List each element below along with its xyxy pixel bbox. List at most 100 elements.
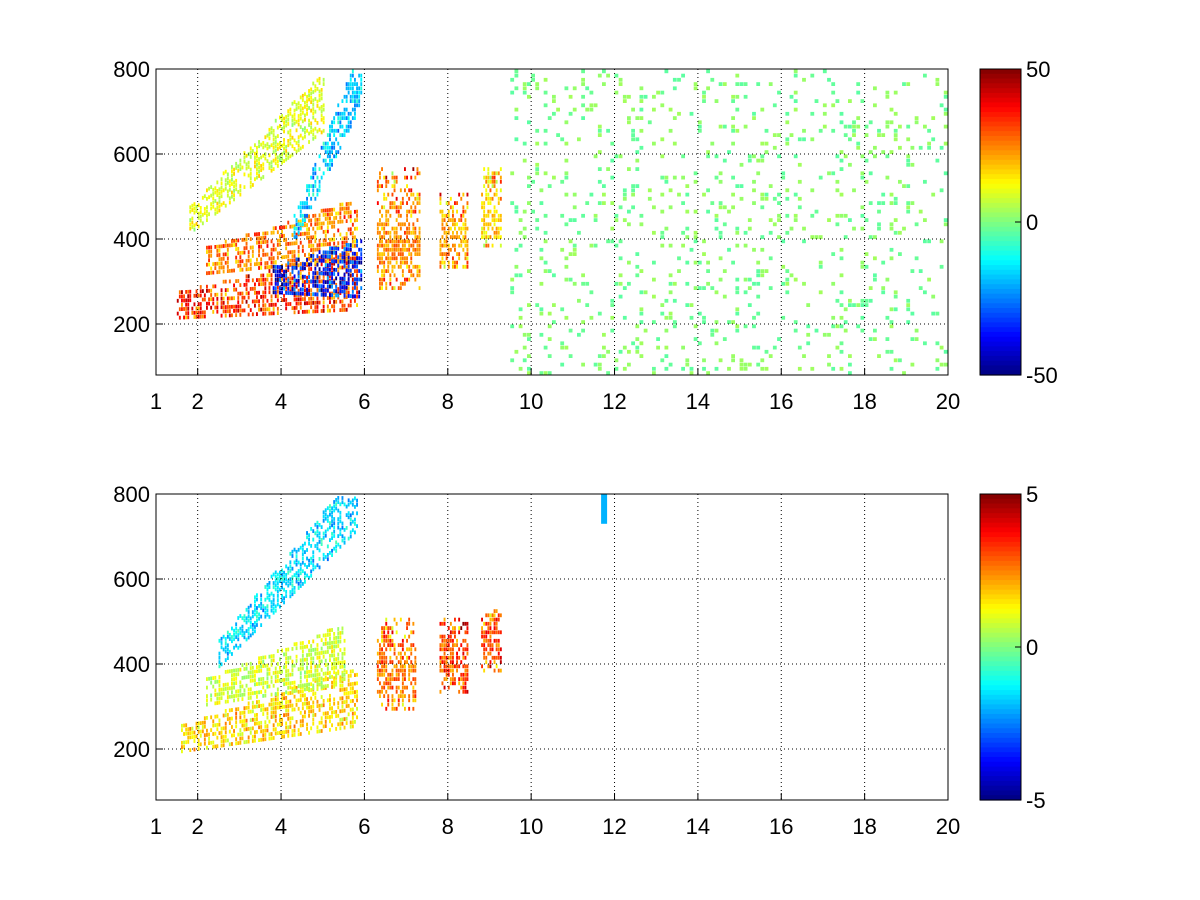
heatmap-cell: [316, 260, 319, 265]
heatmap-cell: [316, 647, 319, 652]
heatmap-cell: [333, 133, 336, 137]
x-tick-label: 18: [852, 389, 876, 414]
heatmap-cell: [376, 677, 379, 681]
heatmap-cell: [310, 254, 313, 258]
heatmap-cell: [293, 642, 296, 647]
heatmap-cell: [274, 570, 277, 575]
heatmap-cell: [331, 237, 333, 242]
heatmap-cell: [285, 573, 288, 577]
heatmap-cell: [354, 681, 356, 686]
heatmap-cell: [218, 675, 221, 679]
heatmap-cell: [206, 694, 208, 698]
heatmap-cell: [752, 116, 756, 120]
heatmap-cell: [789, 133, 794, 137]
heatmap-cell: [693, 260, 698, 265]
heatmap-cell: [266, 604, 269, 609]
heatmap-cell: [747, 303, 752, 307]
heatmap-cell: [331, 150, 333, 154]
heatmap-cell: [251, 631, 254, 636]
heatmap-cell: [264, 733, 267, 737]
heatmap-cell: [843, 328, 848, 333]
heatmap-cell: [445, 243, 448, 248]
heatmap-cell: [249, 150, 252, 155]
heatmap-cell: [337, 270, 340, 274]
heatmap-cell: [320, 105, 323, 109]
heatmap-cell: [487, 179, 490, 184]
heatmap-cell: [631, 205, 635, 210]
heatmap-cell: [239, 184, 242, 188]
heatmap-cell: [297, 249, 300, 254]
heatmap-cell: [283, 121, 285, 125]
heatmap-cell: [272, 723, 275, 728]
heatmap-cell: [497, 201, 500, 205]
heatmap-cell: [274, 604, 277, 609]
heatmap-cell: [279, 141, 281, 145]
heatmap-cell: [285, 696, 288, 700]
heatmap-cell: [285, 677, 288, 682]
heatmap-cell: [333, 233, 336, 237]
heatmap-cell: [270, 247, 273, 252]
heatmap-cell: [681, 345, 685, 350]
heatmap-cell: [462, 209, 465, 214]
heatmap-cell: [224, 292, 227, 297]
heatmap-cell: [935, 77, 940, 82]
heatmap-cell: [224, 682, 227, 687]
heatmap-cell: [606, 167, 610, 171]
heatmap-cell: [293, 293, 296, 298]
heatmap-cell: [299, 222, 302, 227]
heatmap-cell: [622, 218, 627, 222]
heatmap-cell: [237, 308, 240, 313]
heatmap-cell: [337, 287, 340, 291]
heatmap-cell: [697, 341, 702, 346]
heatmap-cell: [276, 589, 279, 594]
heatmap-cell: [326, 150, 329, 154]
heatmap-cell: [399, 247, 402, 252]
heatmap-cell: [727, 247, 731, 252]
heatmap-cell: [320, 113, 323, 118]
heatmap-cell: [689, 315, 694, 320]
heatmap-cell: [602, 184, 606, 188]
heatmap-cell: [228, 669, 231, 674]
heatmap-cell: [466, 651, 469, 656]
heatmap-cell: [664, 226, 669, 231]
heatmap-cell: [297, 301, 300, 306]
heatmap-cell: [351, 99, 354, 103]
heatmap-cell: [408, 694, 411, 698]
heatmap-cell: [272, 610, 275, 615]
heatmap-cell: [764, 128, 769, 133]
heatmap-cell: [306, 279, 308, 284]
heatmap-cell: [752, 345, 756, 350]
heatmap-cell: [285, 713, 288, 717]
heatmap-cell: [243, 614, 246, 618]
heatmap-cell: [539, 371, 544, 375]
heatmap-cell: [320, 538, 323, 542]
heatmap-cell: [597, 150, 602, 154]
heatmap-cell: [291, 707, 294, 712]
heatmap-cell: [393, 286, 396, 290]
heatmap-cell: [335, 150, 338, 154]
colorbar-step: [980, 312, 1021, 319]
heatmap-cell: [203, 724, 206, 729]
heatmap-cell: [351, 90, 354, 95]
heatmap-cell: [310, 279, 313, 284]
heatmap-cell: [379, 252, 381, 256]
heatmap-cell: [224, 288, 227, 292]
heatmap-cell: [326, 167, 329, 171]
heatmap-cell: [343, 289, 346, 294]
heatmap-cell: [495, 621, 498, 626]
heatmap-cell: [268, 273, 271, 278]
heatmap-cell: [889, 256, 894, 261]
heatmap-cell: [264, 290, 267, 295]
heatmap-cell: [747, 154, 752, 159]
heatmap-cell: [254, 682, 256, 687]
heatmap-cell: [222, 171, 225, 176]
heatmap-cell: [873, 256, 877, 261]
heatmap-cell: [401, 672, 404, 677]
heatmap-cell: [481, 226, 483, 231]
heatmap-cell: [458, 655, 461, 660]
heatmap-cell: [731, 358, 735, 363]
heatmap-cell: [243, 710, 246, 715]
heatmap-cell: [291, 291, 294, 296]
heatmap-cell: [214, 680, 217, 684]
heatmap-cell: [266, 728, 269, 733]
